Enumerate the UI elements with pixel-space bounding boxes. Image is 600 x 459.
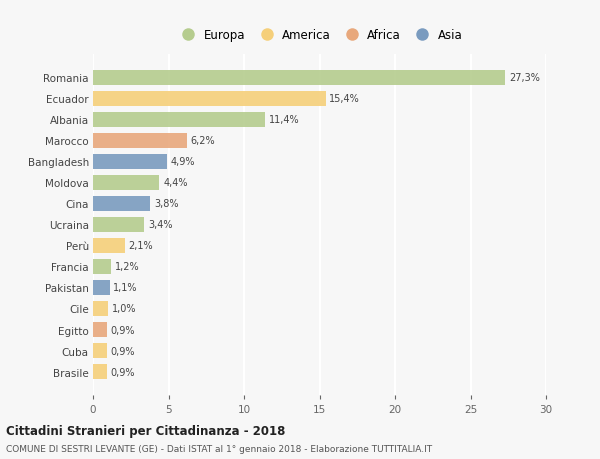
- Text: 3,4%: 3,4%: [148, 220, 173, 230]
- Text: 0,9%: 0,9%: [110, 367, 135, 377]
- Text: 4,4%: 4,4%: [163, 178, 188, 188]
- Bar: [93, 218, 145, 232]
- Text: 2,1%: 2,1%: [128, 241, 153, 251]
- Text: 15,4%: 15,4%: [329, 94, 360, 104]
- Bar: [93, 71, 505, 86]
- Bar: [93, 154, 167, 169]
- Bar: [93, 196, 151, 212]
- Bar: [93, 364, 107, 379]
- Bar: [93, 301, 108, 316]
- Bar: [93, 259, 111, 274]
- Bar: [93, 322, 107, 337]
- Bar: [93, 91, 326, 106]
- Bar: [93, 280, 110, 296]
- Bar: [93, 175, 160, 190]
- Text: 4,9%: 4,9%: [171, 157, 195, 167]
- Bar: [93, 134, 187, 149]
- Text: 1,1%: 1,1%: [113, 283, 138, 293]
- Bar: [93, 238, 125, 253]
- Text: Cittadini Stranieri per Cittadinanza - 2018: Cittadini Stranieri per Cittadinanza - 2…: [6, 425, 286, 437]
- Text: 0,9%: 0,9%: [110, 325, 135, 335]
- Bar: [93, 343, 107, 358]
- Text: 1,2%: 1,2%: [115, 262, 140, 272]
- Legend: Europa, America, Africa, Asia: Europa, America, Africa, Asia: [174, 27, 465, 45]
- Text: 11,4%: 11,4%: [269, 115, 299, 125]
- Text: 1,0%: 1,0%: [112, 304, 136, 314]
- Text: 27,3%: 27,3%: [509, 73, 540, 83]
- Text: 6,2%: 6,2%: [190, 136, 215, 146]
- Text: 0,9%: 0,9%: [110, 346, 135, 356]
- Text: COMUNE DI SESTRI LEVANTE (GE) - Dati ISTAT al 1° gennaio 2018 - Elaborazione TUT: COMUNE DI SESTRI LEVANTE (GE) - Dati IST…: [6, 444, 432, 453]
- Text: 3,8%: 3,8%: [154, 199, 179, 209]
- Bar: [93, 112, 265, 128]
